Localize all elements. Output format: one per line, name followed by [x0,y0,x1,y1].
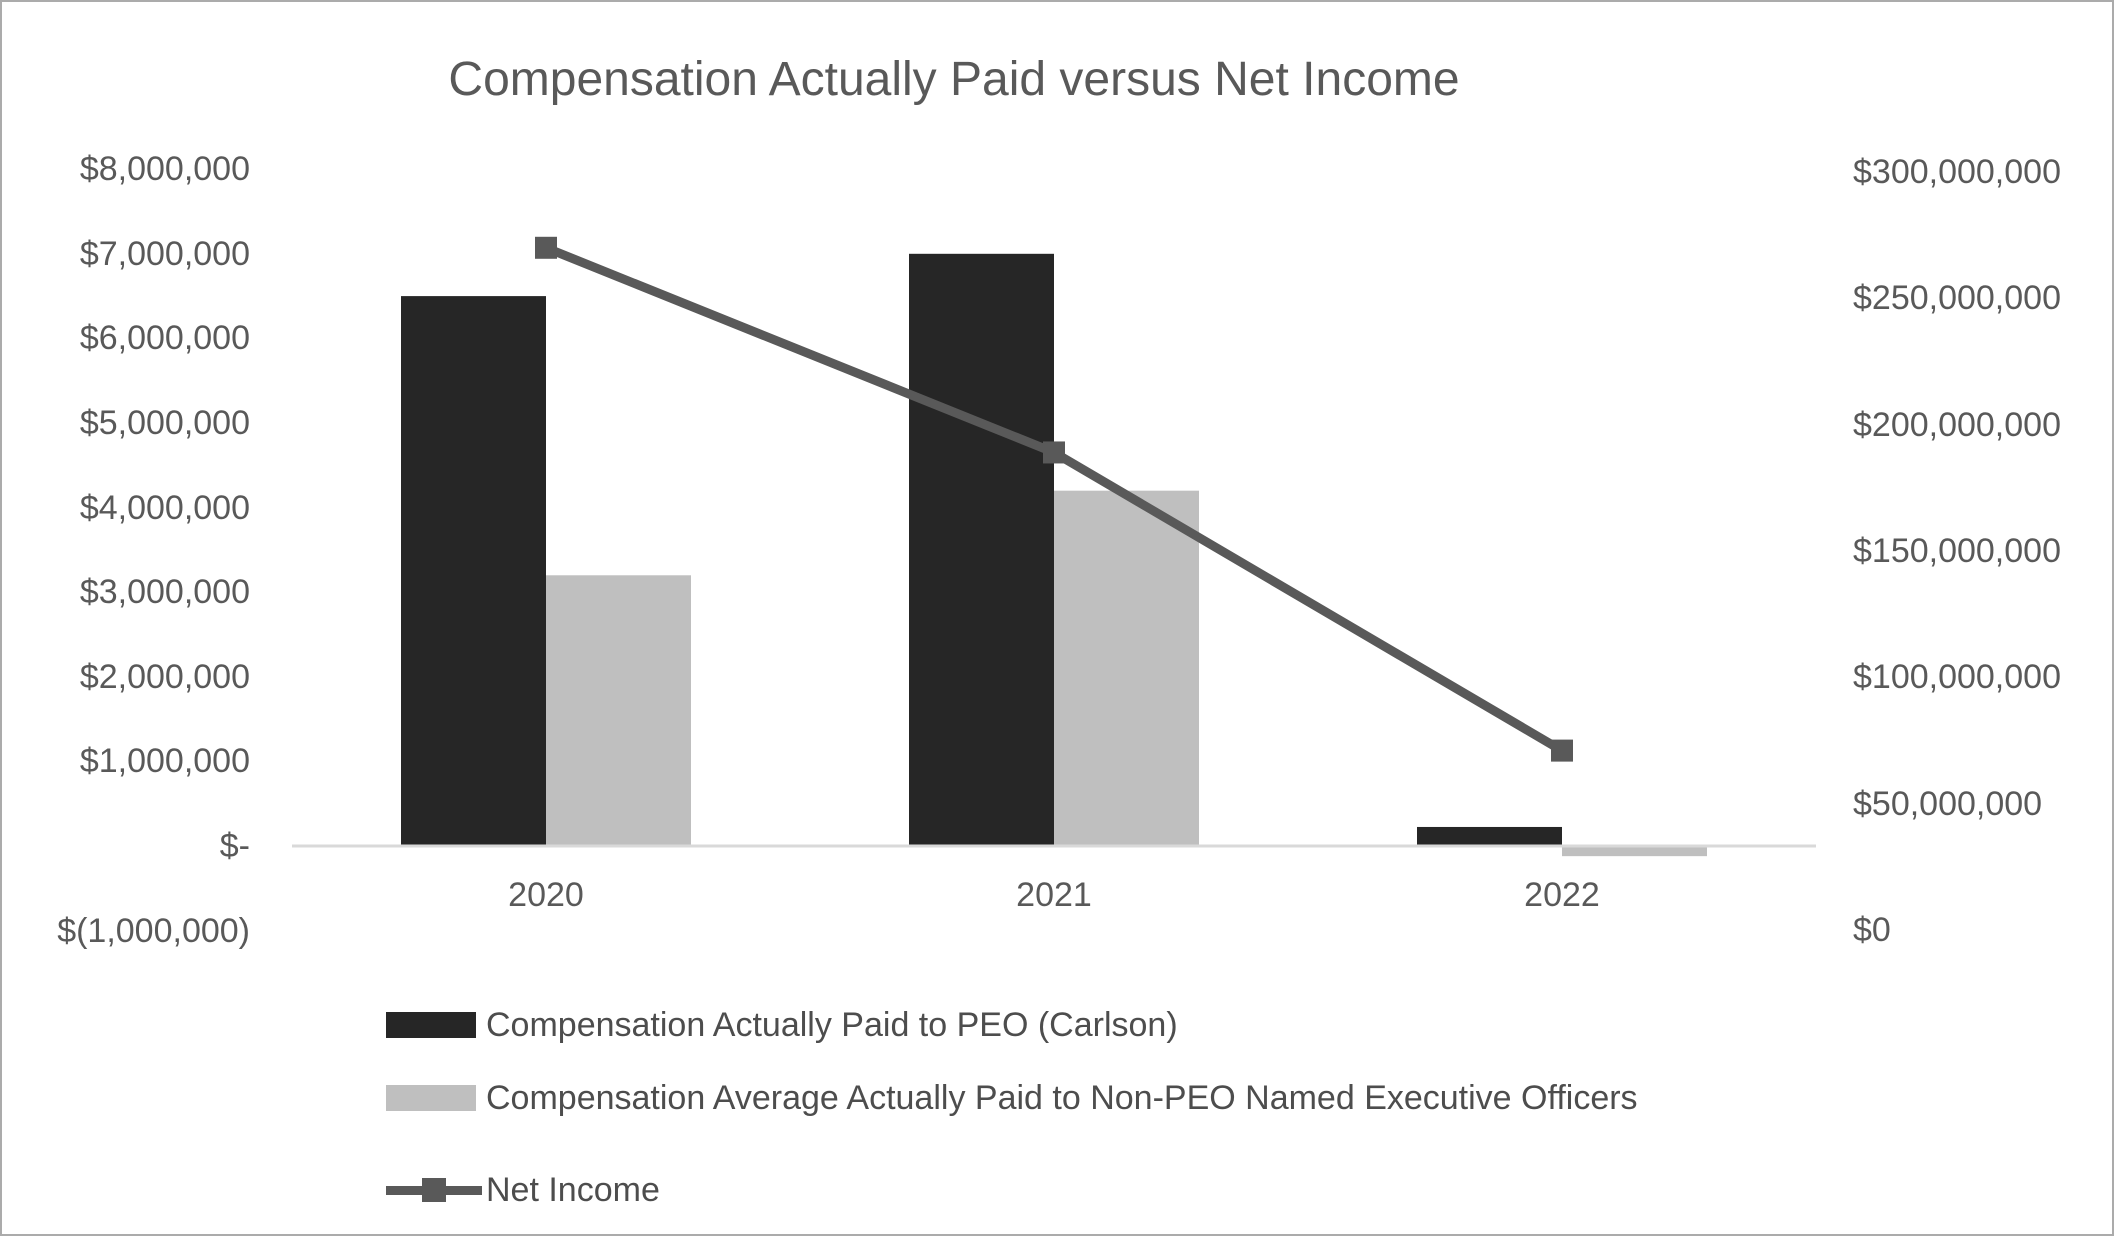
x-axis-label-2022: 2022 [1524,876,1600,914]
x-axis-label-2021: 2021 [1016,876,1092,914]
bar-series1-2021 [909,253,1054,847]
right-axis-tick: $300,000,000 [1853,152,2061,191]
left-axis-tick: $1,000,000 [79,742,250,781]
bar-series1-2022 [1417,826,1562,846]
net-income-marker-2021 [1043,441,1065,464]
right-axis-tick: $200,000,000 [1853,405,2061,444]
legend-label-non-peo: Compensation Average Actually Paid to No… [486,1079,1638,1117]
left-axis-tick: $2,000,000 [79,657,250,696]
legend-swatch-non-peo-bar [386,1085,476,1111]
right-axis-tick: $150,000,000 [1853,531,2061,570]
net-income-marker-2022 [1551,739,1573,762]
bar-series2-2020 [546,575,691,846]
legend-item-net-income: Net Income [386,1170,660,1210]
right-axis-tick: $100,000,000 [1853,658,2061,697]
left-axis-tick: $(1,000,000) [57,911,250,950]
legend-swatch-net-income-line [386,1177,482,1203]
left-axis-tick: $4,000,000 [79,488,250,527]
net-income-marker-2020 [535,236,557,259]
legend-swatch-peo-bar [386,1012,476,1038]
left-axis-tick: $8,000,000 [79,150,250,189]
bar-series2-2021 [1054,490,1199,846]
bar-series2-2022 [1562,846,1707,857]
legend-label-net-income: Net Income [486,1171,660,1209]
left-axis-tick: $5,000,000 [79,404,250,442]
line-swatch-square-marker [422,1178,446,1202]
right-axis-tick: $250,000,000 [1853,279,2061,318]
legend-label-peo: Compensation Actually Paid to PEO (Carls… [486,1006,1178,1044]
left-axis-tick: $6,000,000 [79,319,250,358]
legend-item-peo-compensation: Compensation Actually Paid to PEO (Carls… [386,1005,1178,1045]
legend-item-non-peo-compensation: Compensation Average Actually Paid to No… [386,1078,1638,1118]
bar-series1-2020 [401,296,546,847]
right-axis-tick: $50,000,000 [1853,784,2043,823]
legend: Compensation Actually Paid to PEO (Carls… [386,1005,1886,1234]
right-axis-tick: $0 [1853,911,1891,949]
chart-title: Compensation Actually Paid versus Net In… [448,53,1460,106]
x-axis-label-2020: 2020 [508,876,584,914]
left-axis-tick: $- [219,827,250,865]
left-axis-tick: $7,000,000 [79,234,250,273]
left-axis-tick: $3,000,000 [79,573,250,612]
